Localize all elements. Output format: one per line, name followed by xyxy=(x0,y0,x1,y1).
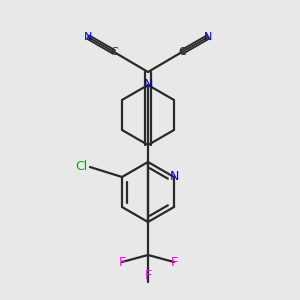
Text: F: F xyxy=(118,256,126,268)
Text: C: C xyxy=(178,47,186,57)
Text: Cl: Cl xyxy=(76,160,88,173)
Text: N: N xyxy=(169,170,179,184)
Text: F: F xyxy=(170,256,178,268)
Text: C: C xyxy=(110,47,118,57)
Text: N: N xyxy=(84,32,92,42)
Text: N: N xyxy=(143,79,153,92)
Text: F: F xyxy=(144,269,152,282)
Text: N: N xyxy=(204,32,212,42)
